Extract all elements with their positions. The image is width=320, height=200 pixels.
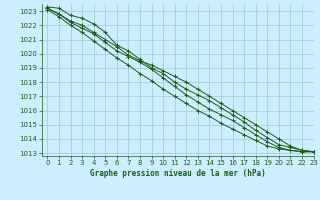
X-axis label: Graphe pression niveau de la mer (hPa): Graphe pression niveau de la mer (hPa) <box>90 169 266 178</box>
